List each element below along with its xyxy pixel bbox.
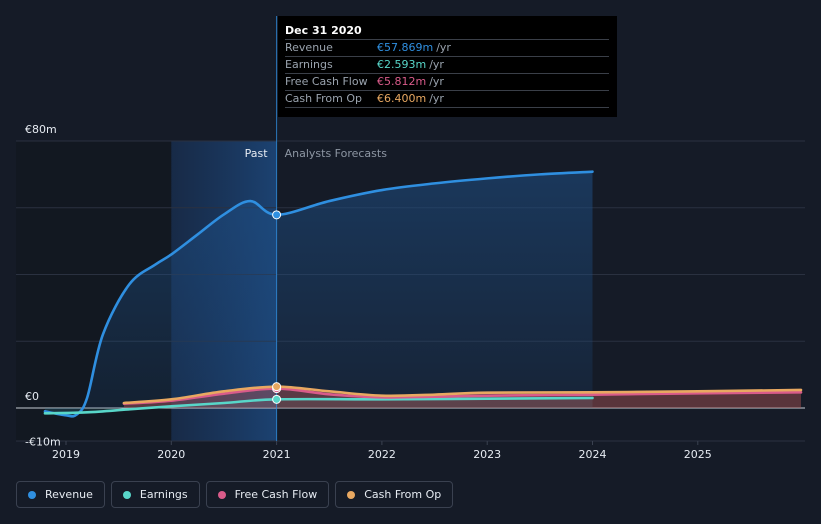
legend-label: Revenue	[45, 488, 93, 501]
marker-revenue	[272, 210, 282, 220]
x-tick-label: 2024	[579, 448, 607, 461]
legend-item-earnings[interactable]: Earnings	[110, 481, 200, 508]
x-tick-label: 2025	[684, 448, 712, 461]
y-tick-label: -€10m	[25, 435, 61, 448]
hover-tooltip: Dec 31 2020 Revenue €57.869m /yr Earning…	[278, 16, 617, 117]
y-tick-label: €0	[25, 390, 39, 403]
tooltip-value: €6.400m	[377, 92, 427, 105]
tooltip-unit: /yr	[429, 58, 444, 71]
tooltip-unit: /yr	[429, 75, 444, 88]
legend-item-cash-from-op[interactable]: Cash From Op	[335, 481, 454, 508]
line-revenue	[43, 170, 594, 418]
legend-label: Earnings	[139, 488, 188, 501]
tooltip-row-earnings: Earnings €2.593m /yr	[285, 57, 609, 74]
tooltip-row-cash-from-op: Cash From Op €6.400m /yr	[285, 91, 609, 108]
chart-legend: Revenue Earnings Free Cash Flow Cash Fro…	[16, 481, 454, 508]
tooltip-value: €57.869m	[377, 41, 434, 54]
x-tick-label: 2022	[368, 448, 396, 461]
legend-item-revenue[interactable]: Revenue	[16, 481, 105, 508]
area-earnings	[44, 397, 593, 414]
line-cash-from-op	[122, 385, 803, 405]
legend-dot-icon	[122, 490, 131, 499]
area-revenue	[44, 171, 593, 417]
tooltip-label: Earnings	[285, 58, 333, 71]
x-axis: 2019 2020 2021 2022 2023 2024 2025	[52, 441, 712, 461]
legend-dot-icon	[28, 490, 36, 499]
marker-cash-from-op	[272, 382, 282, 392]
x-tick-label: 2023	[473, 448, 501, 461]
forecast-region-label: Analysts Forecasts	[285, 147, 388, 160]
series-lines	[43, 170, 803, 418]
hover-markers	[272, 210, 282, 404]
tooltip-row-revenue: Revenue €57.869m /yr	[285, 40, 609, 57]
tooltip-label: Free Cash Flow	[285, 75, 368, 88]
legend-label: Free Cash Flow	[234, 488, 318, 501]
tooltip-row-free-cash-flow: Free Cash Flow €5.812m /yr	[285, 74, 609, 91]
x-tick-label: 2021	[263, 448, 291, 461]
line-free-cash-flow	[122, 387, 803, 405]
series-areas	[44, 171, 801, 417]
tooltip-value: €5.812m	[377, 75, 427, 88]
y-axis: €80m €0 -€10m	[25, 123, 61, 448]
marker-earnings	[272, 394, 282, 404]
tooltip-label: Cash From Op	[285, 92, 363, 105]
legend-label: Cash From Op	[364, 488, 442, 501]
tooltip-unit: /yr	[436, 41, 451, 54]
tooltip-label: Revenue	[285, 41, 333, 54]
legend-item-free-cash-flow[interactable]: Free Cash Flow	[205, 481, 330, 508]
tooltip-value: €2.593m	[377, 58, 427, 71]
y-tick-label: €80m	[25, 123, 57, 136]
tooltip-date: Dec 31 2020	[285, 22, 609, 40]
past-region-label: Past	[245, 147, 269, 160]
legend-dot-icon	[217, 490, 226, 499]
tooltip-unit: /yr	[429, 92, 444, 105]
legend-dot-icon	[347, 490, 356, 499]
line-earnings	[43, 396, 594, 415]
x-tick-label: 2020	[157, 448, 185, 461]
x-tick-label: 2019	[52, 448, 80, 461]
